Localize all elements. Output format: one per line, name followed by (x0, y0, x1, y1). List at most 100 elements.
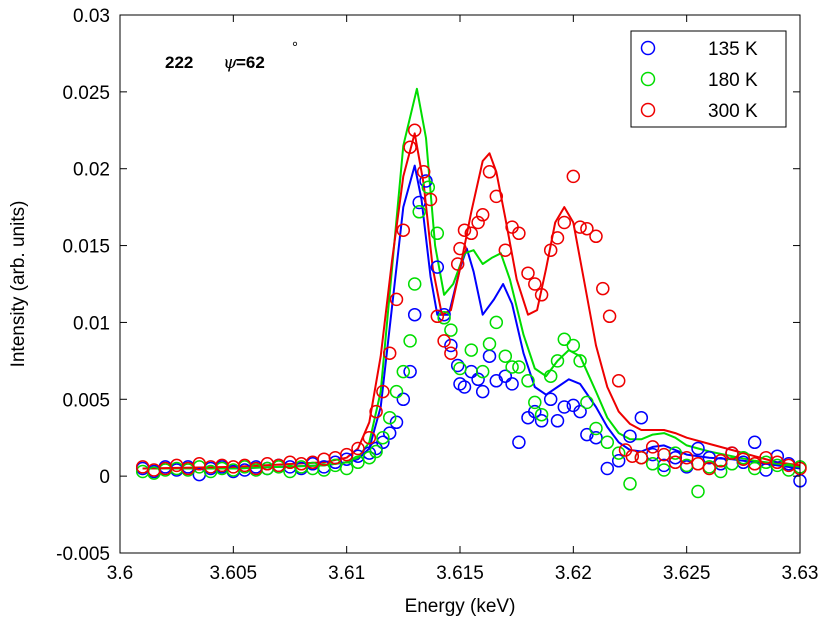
data-point (528, 395, 542, 410)
data-point (573, 220, 587, 234)
x-tick-label: 3.6 (107, 563, 133, 584)
data-point (759, 450, 773, 465)
data-point (396, 364, 411, 379)
legend-box (630, 30, 787, 128)
series-180-k (135, 180, 807, 499)
data-point (657, 447, 671, 462)
x-tick-label: 3.61 (328, 563, 365, 584)
legend-entry-135k: 135 K (640, 39, 758, 60)
data-point (437, 307, 451, 322)
data-point (645, 440, 660, 454)
data-point (389, 384, 404, 399)
data-point (407, 123, 422, 138)
legend-label-300k: 300 K (708, 101, 758, 122)
data-point (580, 427, 594, 442)
data-point (351, 455, 365, 470)
data-point (543, 392, 558, 407)
data-point (747, 457, 762, 471)
legend-entry-180k: 180 K (640, 70, 758, 91)
data-point (453, 361, 467, 376)
annotation-degree: ° (292, 39, 298, 56)
data-point (534, 407, 549, 422)
data-point (623, 477, 637, 491)
data-point (382, 426, 397, 440)
data-point (657, 463, 671, 477)
data-point (550, 231, 565, 245)
data-point (611, 446, 626, 460)
data-point (600, 435, 615, 450)
data-point (453, 241, 467, 256)
x-axis-label: Energy (keV) (405, 596, 516, 617)
data-point (475, 208, 490, 222)
data-point (691, 484, 705, 499)
data-point (557, 332, 572, 347)
data-point (489, 189, 504, 204)
data-point (444, 346, 458, 360)
data-point (691, 457, 705, 471)
data-point (702, 461, 717, 476)
data-point (573, 354, 587, 368)
fit-line-300-k-fit (142, 132, 801, 470)
data-point (403, 334, 417, 348)
data-point (498, 369, 513, 383)
fit-line-135-k-fit (142, 164, 801, 470)
axis-ticks: 3.6 3.605 3.61 3.615 3.62 3.625 3.63 -0.005 0 0.0… (56, 6, 818, 584)
data-point (528, 277, 542, 291)
data-point (747, 435, 762, 450)
data-point (376, 435, 390, 450)
data-point (430, 260, 445, 274)
data-point (521, 374, 535, 388)
data-point (679, 450, 694, 465)
data-markers (135, 123, 807, 499)
annotation-psi-symbol: ψ (223, 52, 238, 73)
data-point (450, 358, 465, 373)
data-point (389, 292, 404, 307)
data-point (430, 226, 445, 241)
y-tick-label: 0.03 (73, 6, 110, 27)
x-tick-label: 3.605 (210, 563, 258, 584)
data-point (557, 400, 572, 414)
data-point (351, 441, 365, 456)
data-point (389, 415, 404, 430)
data-point (550, 414, 565, 428)
data-point (457, 380, 472, 394)
data-point (543, 243, 558, 257)
data-point (668, 455, 683, 470)
data-point (580, 395, 594, 410)
data-point (505, 377, 519, 391)
data-point (249, 461, 263, 476)
data-point (376, 384, 390, 399)
data-point (403, 140, 417, 154)
data-point (600, 461, 615, 476)
data-point (412, 205, 426, 219)
data-point (382, 410, 397, 425)
data-point (625, 449, 640, 463)
data-point (505, 360, 519, 374)
data-point (611, 374, 626, 388)
data-point (713, 454, 728, 468)
legend-label-180k: 180 K (708, 70, 758, 91)
legend-label-135k: 135 K (708, 39, 758, 60)
x-tick-label: 3.615 (436, 563, 484, 584)
data-point (416, 165, 431, 179)
legend: 135 K 180 K 300 K (630, 30, 787, 128)
data-point (376, 430, 390, 445)
data-point (557, 215, 572, 230)
data-point (589, 229, 603, 244)
data-point (475, 384, 490, 399)
fit-line-180-k-fit (142, 87, 801, 470)
y-tick-label: 0.02 (73, 160, 110, 181)
data-point (423, 192, 438, 207)
data-point (602, 309, 617, 324)
data-point (512, 226, 526, 241)
y-tick-label: 0.015 (62, 237, 110, 258)
data-point (437, 334, 451, 348)
data-point (471, 215, 485, 230)
annotation: 222 ψ =62 ° (165, 39, 298, 73)
data-point (317, 463, 331, 477)
data-point (691, 441, 705, 456)
data-point (444, 338, 458, 353)
data-point (457, 223, 472, 237)
fit-curves (142, 87, 801, 470)
data-point (566, 338, 581, 353)
